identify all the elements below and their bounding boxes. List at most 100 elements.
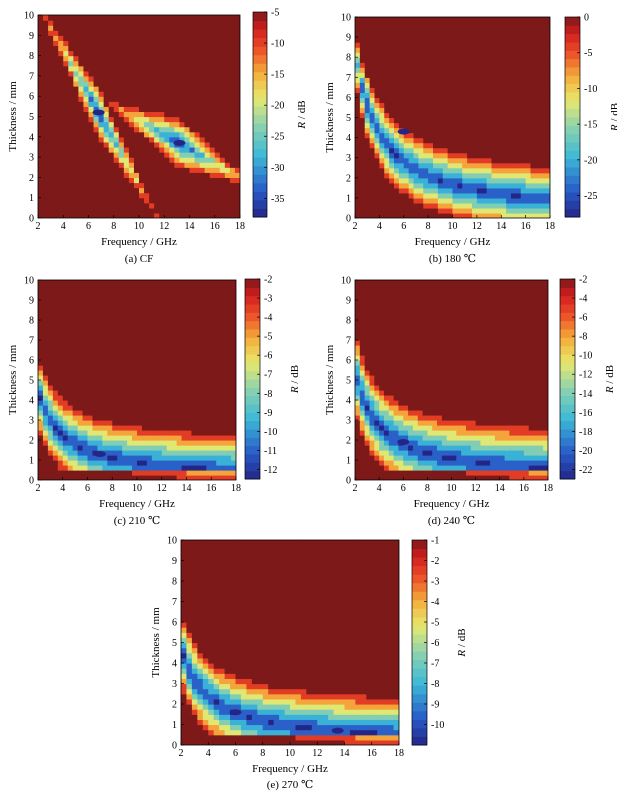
contour-cell bbox=[491, 107, 497, 114]
contour-cell bbox=[102, 285, 108, 291]
contour-cell bbox=[231, 290, 236, 296]
contour-cell bbox=[194, 91, 201, 97]
contour-cell bbox=[398, 17, 405, 23]
contour-cell bbox=[201, 425, 207, 431]
contour-cell bbox=[359, 137, 366, 144]
contour-cell bbox=[38, 280, 44, 286]
contour-cell bbox=[384, 132, 390, 139]
contour-cell bbox=[53, 25, 59, 31]
contour-cell bbox=[204, 172, 211, 178]
contour-cell bbox=[146, 470, 153, 476]
contour-cell bbox=[530, 42, 536, 48]
contour-cell bbox=[58, 40, 64, 47]
contour-cell bbox=[159, 136, 165, 143]
contour-cell bbox=[194, 116, 201, 123]
contour-cell bbox=[38, 345, 44, 351]
contour-cell bbox=[364, 87, 371, 93]
contour-cell bbox=[540, 82, 546, 88]
contour-cell bbox=[83, 212, 90, 218]
contour-cell bbox=[123, 30, 130, 36]
contour-cell bbox=[418, 167, 424, 174]
contour-cell bbox=[486, 162, 493, 169]
contour-cell bbox=[42, 340, 49, 346]
contour-cell bbox=[169, 65, 175, 72]
contour-cell bbox=[511, 152, 517, 159]
colorbar-segment bbox=[253, 182, 267, 192]
contour-cell bbox=[520, 72, 527, 78]
contour-cell bbox=[133, 35, 140, 41]
contour-cell bbox=[229, 177, 236, 184]
contour-cell bbox=[103, 121, 110, 128]
contour-cell bbox=[133, 75, 140, 82]
contour-cell bbox=[87, 370, 94, 376]
contour-cell bbox=[525, 107, 532, 114]
colorbar-segment bbox=[565, 133, 580, 143]
contour-cell bbox=[413, 112, 419, 119]
contour-cell bbox=[146, 465, 153, 471]
contour-cell bbox=[127, 300, 133, 306]
contour-cell bbox=[224, 172, 231, 178]
contour-cell bbox=[206, 395, 212, 401]
contour-cell bbox=[112, 425, 118, 431]
contour-cell bbox=[481, 97, 488, 104]
contour-cell bbox=[181, 440, 188, 446]
contour-cell bbox=[413, 27, 419, 33]
contour-cell bbox=[442, 97, 449, 104]
contour-cell bbox=[476, 147, 483, 154]
contour-cell bbox=[43, 35, 49, 41]
contour-cell bbox=[63, 106, 69, 113]
contour-cell bbox=[423, 102, 429, 109]
contour-cell bbox=[540, 212, 546, 218]
contour-cell bbox=[77, 330, 84, 336]
contour-cell bbox=[359, 102, 366, 109]
contour-cell bbox=[83, 111, 90, 118]
contour-cell bbox=[206, 365, 212, 371]
contour-cell bbox=[214, 35, 221, 41]
contour-cell bbox=[73, 75, 79, 82]
contour-cell bbox=[535, 57, 541, 63]
contour-cell bbox=[146, 295, 153, 301]
contour-cell bbox=[62, 310, 69, 316]
contour-cell bbox=[171, 400, 178, 406]
contour-cell bbox=[42, 335, 49, 341]
colorbar-segment bbox=[565, 25, 580, 35]
contour-cell bbox=[413, 42, 419, 48]
contour-cell bbox=[194, 111, 201, 118]
contour-cell bbox=[221, 465, 227, 471]
contour-cell bbox=[144, 187, 150, 194]
contour-cell bbox=[42, 285, 49, 291]
contour-cell bbox=[209, 35, 216, 41]
contour-cell bbox=[525, 67, 532, 73]
contour-cell bbox=[141, 455, 148, 461]
contour-cell bbox=[62, 350, 69, 356]
contour-cell bbox=[42, 300, 49, 306]
contour-cell bbox=[501, 102, 507, 109]
contour-cell bbox=[48, 86, 54, 92]
contour-cell bbox=[132, 415, 138, 421]
contour-cell bbox=[462, 127, 468, 134]
contour-cell bbox=[149, 207, 155, 214]
contour-cell bbox=[181, 385, 188, 391]
contour-cell bbox=[355, 187, 361, 194]
contour-cell bbox=[394, 132, 400, 139]
contour-cell bbox=[133, 106, 140, 113]
contour-cell bbox=[545, 142, 550, 149]
contour-cell bbox=[511, 187, 517, 194]
contour-cell bbox=[408, 157, 415, 164]
contour-cell bbox=[452, 117, 458, 124]
contour-cell bbox=[47, 410, 54, 416]
contour-cell bbox=[161, 305, 168, 311]
contour-cell bbox=[199, 70, 206, 77]
contour-cell bbox=[359, 27, 366, 33]
contour-cell bbox=[535, 92, 541, 99]
contour-cell bbox=[194, 20, 201, 26]
contour-cell bbox=[181, 460, 188, 466]
contour-cell bbox=[374, 197, 380, 204]
contour-cell bbox=[164, 182, 170, 189]
contour-cell bbox=[38, 370, 44, 376]
contour-cell bbox=[452, 182, 458, 189]
contour-cell bbox=[408, 87, 415, 93]
contour-cell bbox=[47, 400, 54, 406]
contour-cell bbox=[226, 330, 232, 336]
